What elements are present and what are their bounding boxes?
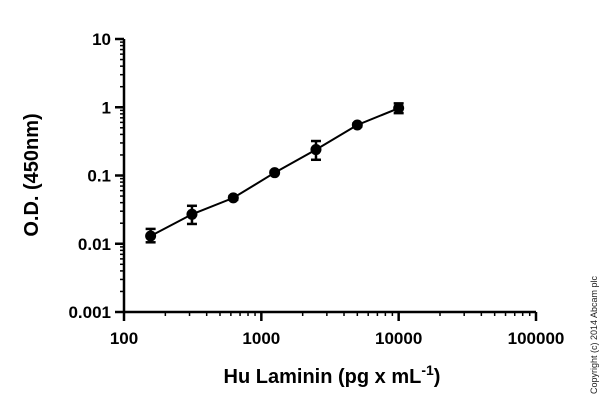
data-point xyxy=(351,119,363,131)
data-point xyxy=(269,167,281,179)
data-point xyxy=(186,208,198,220)
x-axis-title-superscript: -1 xyxy=(421,362,434,378)
y-tick-label: 0.01 xyxy=(78,235,111,254)
y-tick-label: 0.1 xyxy=(87,167,111,186)
axes: 0.001 0.01 0.1 1 10 100 1000 10000 100000 xyxy=(68,30,564,348)
data-point xyxy=(145,230,157,242)
x-tick-label: 1000 xyxy=(242,329,280,348)
x-axis-title-suffix: ) xyxy=(434,366,441,388)
x-tick-label: 10000 xyxy=(375,329,422,348)
x-tick-label: 100 xyxy=(110,329,138,348)
y-tick-label: 0.001 xyxy=(68,303,111,322)
y-tick-label: 10 xyxy=(92,30,111,49)
copyright-notice: Copyright (c) 2014 Abcam plc xyxy=(589,275,599,394)
data-point xyxy=(393,102,405,114)
data-point xyxy=(227,192,239,204)
x-axis-title: Hu Laminin (pg x mL-1) xyxy=(224,362,441,388)
y-axis-title: O.D. (450nm) xyxy=(21,113,43,236)
data-marks xyxy=(145,102,405,244)
data-point xyxy=(310,144,322,156)
y-tick-label: 1 xyxy=(102,98,111,117)
x-axis-title-main: Hu Laminin (pg x mL xyxy=(224,366,422,388)
x-tick-label: 100000 xyxy=(508,329,565,348)
